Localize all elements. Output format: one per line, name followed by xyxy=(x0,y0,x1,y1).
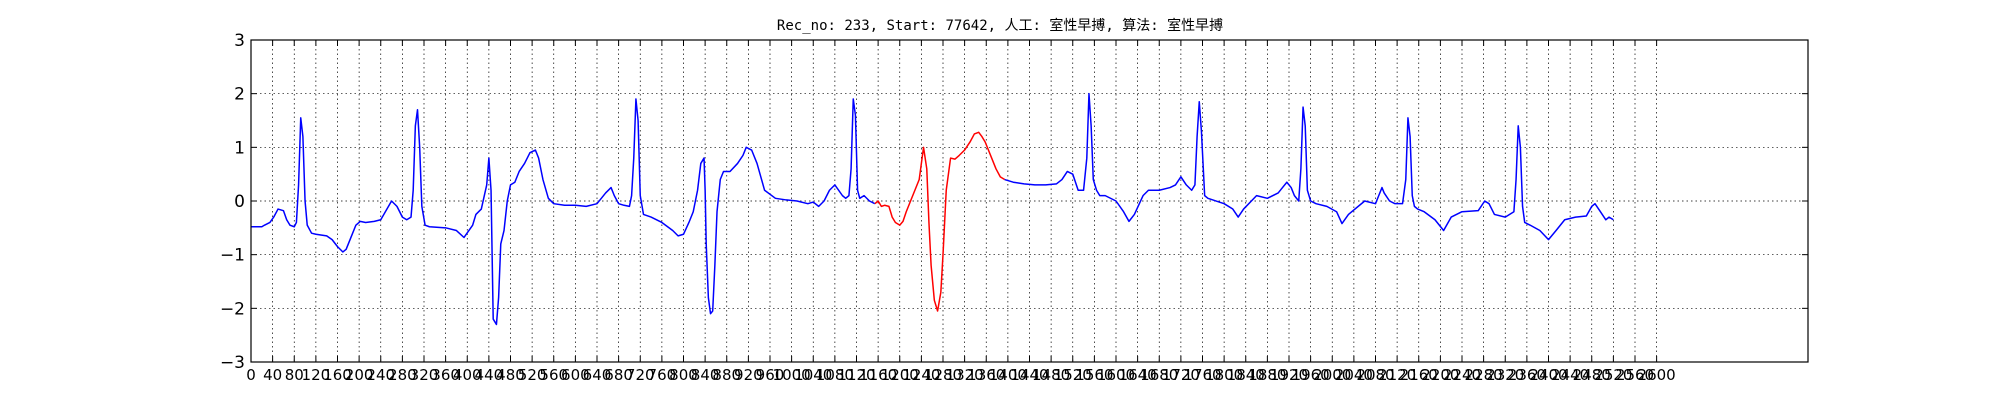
x-tick-label: 1480 xyxy=(1032,366,1070,384)
x-tick-label: 360 xyxy=(431,366,460,384)
x-tick-label: 600 xyxy=(561,366,590,384)
x-tick-label: 2480 xyxy=(1573,366,1611,384)
x-tick-label: 640 xyxy=(583,366,612,384)
y-tick-label: −1 xyxy=(220,246,245,266)
x-tick-label: 1520 xyxy=(1054,366,1092,384)
x-tick-label: 1080 xyxy=(816,366,854,384)
x-tick-label: 2440 xyxy=(1551,366,1589,384)
x-tick-label: 1040 xyxy=(794,366,832,384)
x-tick-label: 2600 xyxy=(1638,366,1676,384)
x-tick-label: 760 xyxy=(648,366,677,384)
x-tick-label: 400 xyxy=(453,366,482,384)
x-tick-label: 2400 xyxy=(1529,366,1567,384)
x-tick-label: 1880 xyxy=(1248,366,1286,384)
x-tick-label: 800 xyxy=(669,366,698,384)
x-tick-label: 280 xyxy=(388,366,417,384)
x-tick-label: 2280 xyxy=(1465,366,1503,384)
x-tick-label: 1280 xyxy=(924,366,962,384)
x-tick-label: 120 xyxy=(302,366,331,384)
x-tick-label: 1720 xyxy=(1162,366,1200,384)
y-tick-label: −3 xyxy=(220,353,245,373)
x-tick-label: 1920 xyxy=(1270,366,1308,384)
series-line-1 xyxy=(251,98,876,326)
x-tick-label: 1200 xyxy=(881,366,919,384)
x-tick-label: 2160 xyxy=(1400,366,1438,384)
grid-lines xyxy=(251,40,1808,362)
x-tick-label: 1360 xyxy=(967,366,1005,384)
x-tick-label: 1320 xyxy=(946,366,984,384)
x-tick-label: 840 xyxy=(691,366,720,384)
x-tick-label: 1160 xyxy=(859,366,897,384)
y-tick-label: −2 xyxy=(220,299,245,319)
x-tick-label: 2040 xyxy=(1335,366,1373,384)
x-tick-label: 240 xyxy=(366,366,395,384)
x-tick-label: 1440 xyxy=(1010,366,1048,384)
series-line-2 xyxy=(874,131,1006,312)
x-tick-label: 1120 xyxy=(837,366,875,384)
x-tick-label: 2520 xyxy=(1594,366,1632,384)
x-tick-label: 1760 xyxy=(1183,366,1221,384)
x-tick-label: 1800 xyxy=(1205,366,1243,384)
x-tick-label: 200 xyxy=(345,366,374,384)
x-tick-label: 2080 xyxy=(1356,366,1394,384)
x-tick-label: 2240 xyxy=(1443,366,1481,384)
x-tick-label: 480 xyxy=(496,366,525,384)
y-tick-label: 1 xyxy=(234,138,245,158)
x-tick-label: 40 xyxy=(263,366,282,384)
x-tick-label: 1600 xyxy=(1097,366,1135,384)
series-layer xyxy=(251,92,1614,326)
x-tick-label: 920 xyxy=(734,366,763,384)
x-tick-label: 880 xyxy=(712,366,741,384)
x-tick-label: 440 xyxy=(475,366,504,384)
x-tick-label: 1240 xyxy=(902,366,940,384)
x-tick-label: 960 xyxy=(756,366,785,384)
x-tick-label: 520 xyxy=(518,366,547,384)
x-tick-label: 1400 xyxy=(989,366,1027,384)
x-tick-label: 1560 xyxy=(1075,366,1113,384)
y-tick-label: 2 xyxy=(234,85,245,105)
x-tick-label: 1000 xyxy=(773,366,811,384)
y-tick-label: 0 xyxy=(234,192,245,212)
x-tick-label: 2120 xyxy=(1378,366,1416,384)
x-tick-label: 2360 xyxy=(1508,366,1546,384)
x-tick-label: 2560 xyxy=(1616,366,1654,384)
x-tick-label: 160 xyxy=(323,366,352,384)
chart-title: Rec_no: 233, Start: 77642, 人工: 室性早搏, 算法:… xyxy=(777,17,1223,34)
x-tick-label: 1640 xyxy=(1119,366,1157,384)
x-tick-label: 80 xyxy=(285,366,304,384)
x-tick-label: 560 xyxy=(539,366,568,384)
x-tick-label: 2320 xyxy=(1486,366,1524,384)
x-tick-label: 1960 xyxy=(1292,366,1330,384)
x-tick-label: 320 xyxy=(410,366,439,384)
y-axis: 3 2 1 0 −1 −2 −3 xyxy=(220,31,1808,373)
x-axis: 0 40 8012016020024028032036040044048052056… xyxy=(246,40,1676,384)
x-tick-label: 2000 xyxy=(1313,366,1351,384)
x-tick-label: 680 xyxy=(604,366,633,384)
x-tick-label: 2200 xyxy=(1421,366,1459,384)
x-tick-label: 1680 xyxy=(1140,366,1178,384)
x-tick-label: 0 xyxy=(246,366,256,384)
series-line-3 xyxy=(1004,92,1614,241)
x-tick-label: 1840 xyxy=(1227,366,1265,384)
x-tick-label: 720 xyxy=(626,366,655,384)
y-tick-label: 3 xyxy=(234,31,245,51)
